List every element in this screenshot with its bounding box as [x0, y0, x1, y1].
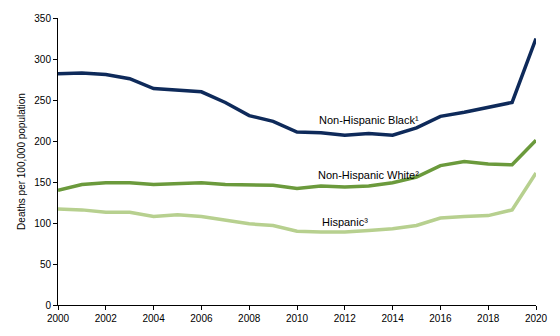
svg-text:2016: 2016	[429, 313, 452, 324]
svg-text:2002: 2002	[95, 313, 118, 324]
svg-text:50: 50	[40, 259, 52, 270]
svg-text:2006: 2006	[190, 313, 213, 324]
svg-text:Deaths per 100,000 population: Deaths per 100,000 population	[16, 93, 27, 230]
svg-text:250: 250	[34, 95, 51, 106]
svg-text:200: 200	[34, 136, 51, 147]
svg-text:2014: 2014	[381, 313, 404, 324]
svg-text:Non-Hispanic White²: Non-Hispanic White²	[318, 169, 419, 181]
svg-text:2000: 2000	[47, 313, 70, 324]
svg-text:Non-Hispanic Black¹: Non-Hispanic Black¹	[319, 114, 419, 126]
svg-text:100: 100	[34, 218, 51, 229]
svg-text:Hispanic³: Hispanic³	[322, 216, 368, 228]
svg-text:2010: 2010	[286, 313, 309, 324]
svg-text:300: 300	[34, 54, 51, 65]
svg-text:2018: 2018	[477, 313, 500, 324]
svg-text:350: 350	[34, 13, 51, 24]
svg-text:0: 0	[45, 300, 51, 311]
svg-text:2012: 2012	[334, 313, 357, 324]
svg-text:2004: 2004	[142, 313, 165, 324]
svg-text:2020: 2020	[525, 313, 548, 324]
svg-text:150: 150	[34, 177, 51, 188]
svg-text:2008: 2008	[238, 313, 261, 324]
